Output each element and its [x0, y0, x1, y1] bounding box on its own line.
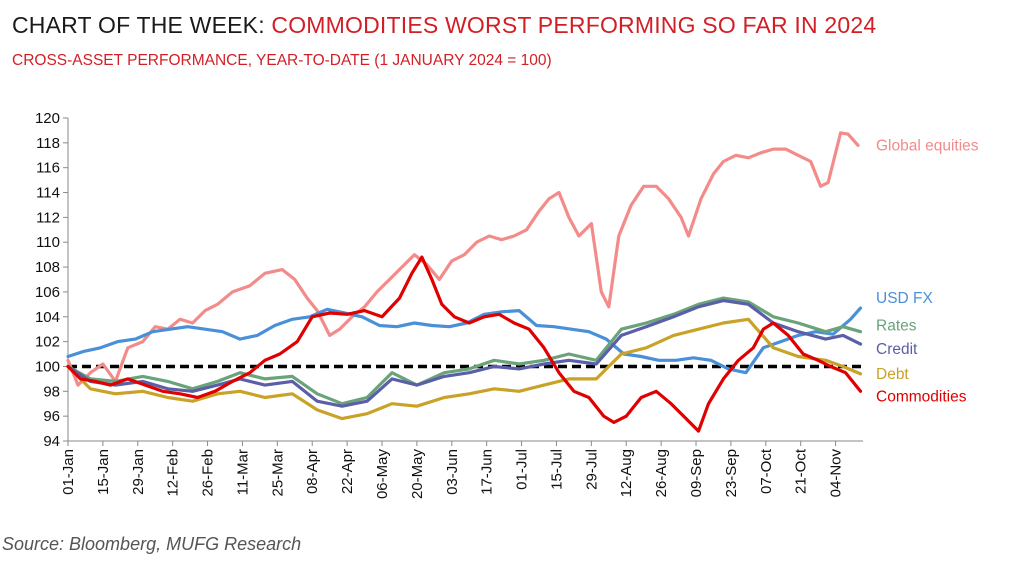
series-label-commodities: Commodities [876, 388, 967, 405]
series-labels: Global equities USD FX Rates Credit Debt Comm… [876, 137, 979, 405]
x-tick-label: 12-Feb [165, 449, 182, 497]
x-tick-label: 08-Apr [304, 449, 321, 494]
series-label-rates: Rates [876, 317, 917, 334]
x-tick-label: 17-Jun [479, 449, 496, 495]
y-tick-label: 120 [35, 110, 60, 127]
title-highlight: COMMODITIES WORST PERFORMING SO FAR IN 2… [271, 12, 877, 38]
x-tick-label: 26-Aug [653, 449, 670, 497]
x-tick-label: 07-Oct [758, 448, 775, 494]
x-tick-label: 20-May [409, 449, 426, 500]
x-tick-label: 12-Aug [618, 449, 635, 497]
x-tick-label: 21-Oct [793, 448, 810, 494]
series-line-debt [66, 317, 863, 421]
series-line-global-equities [66, 131, 860, 387]
series-line-rates [66, 296, 863, 406]
series-label-usd-fx: USD FX [876, 290, 934, 307]
x-tick-label: 15-Jul [548, 449, 565, 490]
x-tick-label: 29-Jul [583, 449, 600, 490]
y-tick-label: 114 [36, 185, 60, 202]
chart-axes: 94 96 98 100 102 104 106 108 110 112 114 116 118 120 0… [35, 110, 863, 499]
y-tick-label: 106 [35, 284, 60, 301]
y-tick-label: 96 [43, 408, 60, 425]
series-label-credit: Credit [876, 341, 918, 358]
x-tick-label: 29-Jan [130, 449, 147, 495]
y-tick-label: 110 [36, 234, 60, 251]
title-prefix: CHART OF THE WEEK: [12, 12, 265, 38]
series-line-credit [66, 299, 863, 408]
x-tick-label: 03-Jun [444, 449, 461, 495]
y-tick-label: 108 [35, 259, 60, 276]
x-tick-label: 11-Mar [234, 449, 251, 495]
chart-title: CHART OF THE WEEK: COMMODITIES WORST PER… [12, 12, 876, 39]
x-tick-label: 25-Mar [269, 449, 286, 497]
y-tick-label: 94 [43, 433, 60, 450]
x-tick-label: 01-Jan [60, 449, 77, 495]
series-label-debt: Debt [876, 366, 909, 383]
source-note: Source: Bloomberg, MUFG Research [2, 534, 302, 554]
y-tick-label: 104 [35, 309, 60, 326]
series-label-global-equities: Global equities [876, 137, 979, 154]
x-tick-label: 22-Apr [339, 449, 356, 494]
x-tick-label: 04-Nov [828, 449, 845, 498]
series-line-usd-fx [66, 306, 863, 375]
x-tick-label: 15-Jan [95, 449, 112, 495]
y-tick-label: 98 [43, 383, 60, 400]
series-line-commodities [66, 255, 863, 433]
x-tick-label: 06-May [374, 449, 391, 500]
x-tick-label: 09-Sep [688, 449, 705, 497]
chart-subtitle: CROSS-ASSET PERFORMANCE, YEAR-TO-DATE (1… [12, 52, 552, 69]
x-tick-label: 01-Jul [514, 449, 531, 490]
y-tick-label: 102 [35, 334, 60, 351]
y-tick-label: 116 [36, 160, 60, 177]
series-group [66, 131, 863, 433]
x-tick-label: 23-Sep [723, 449, 740, 497]
y-tick-label: 112 [36, 209, 60, 226]
x-tick-label: 26-Feb [200, 449, 217, 497]
y-tick-label: 100 [35, 358, 60, 375]
y-tick-label: 118 [36, 135, 60, 152]
